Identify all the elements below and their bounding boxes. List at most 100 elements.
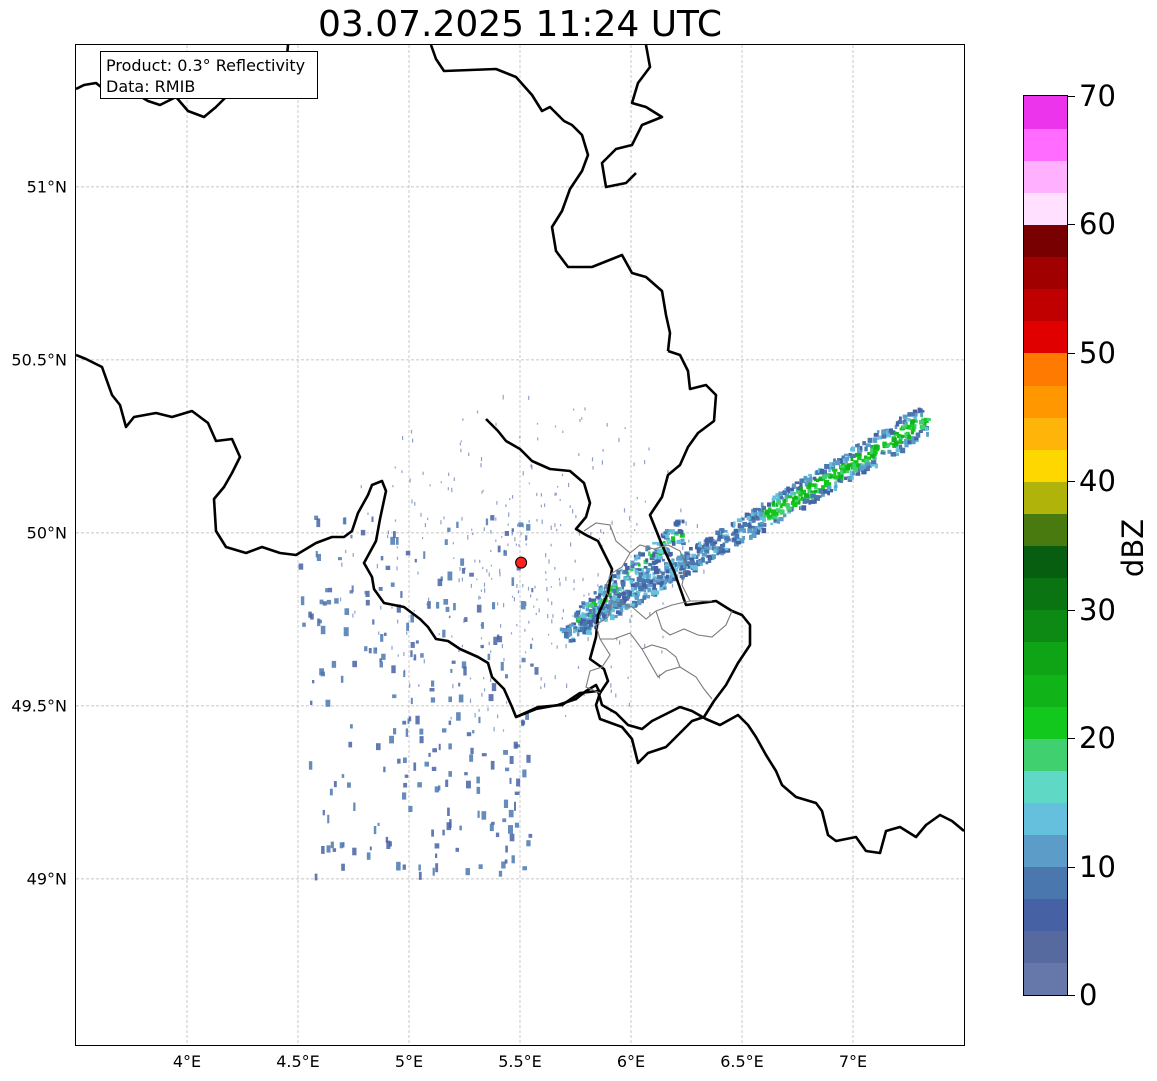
echo-speckle (353, 802, 356, 811)
echo-band (809, 475, 813, 480)
echo-band (762, 517, 766, 522)
echo-speckle (514, 801, 516, 811)
echo-band (659, 548, 664, 554)
echo-clutter (624, 427, 626, 430)
echo-band (707, 558, 712, 563)
echo-band (645, 558, 649, 563)
echo-clutter (540, 504, 542, 508)
colorbar-tick-label: 50 (1079, 335, 1116, 370)
echo-speckle (469, 572, 474, 577)
echo-clutter (665, 586, 667, 590)
echo-band (806, 478, 810, 483)
echo-band (576, 619, 581, 623)
radar-echoes (298, 394, 931, 881)
echo-band (635, 572, 638, 576)
lat-tick-label: 50°N (26, 523, 67, 543)
echo-clutter (590, 532, 592, 536)
echo-band (870, 462, 875, 467)
echo-clutter (648, 447, 650, 451)
echo-clutter (471, 528, 473, 531)
echo-speckle (369, 846, 372, 851)
echo-speckle (495, 832, 500, 838)
echo-band (582, 605, 585, 610)
echo-band (898, 444, 903, 450)
echo-band (652, 552, 656, 557)
echo-band (910, 421, 915, 427)
gridlines (76, 45, 964, 1045)
echo-speckle (300, 596, 305, 606)
echo-band (867, 452, 872, 455)
echo-band (873, 432, 879, 437)
echo-band (848, 453, 852, 456)
echo-band (922, 422, 927, 428)
echo-clutter (483, 677, 485, 680)
echo-band (792, 483, 797, 489)
echo-band (622, 601, 626, 605)
echo-clutter (556, 528, 558, 532)
echo-band (619, 568, 623, 572)
echo-band (861, 458, 865, 463)
echo-band (815, 470, 820, 475)
echo-band (910, 412, 915, 416)
echo-speckle (321, 846, 325, 854)
echo-band (621, 585, 625, 590)
echo-speckle (348, 741, 353, 748)
echo-speckle (521, 657, 526, 663)
echo-band (698, 560, 702, 565)
echo-band (808, 482, 811, 488)
colorbar-segment (1024, 384, 1067, 418)
echo-clutter (545, 578, 547, 581)
echo-band (704, 546, 710, 550)
province-border-4 (655, 610, 733, 638)
echo-band (657, 555, 662, 560)
echo-speckle (373, 647, 378, 654)
echo-band (775, 511, 779, 516)
echo-clutter (480, 457, 483, 462)
echo-band (868, 463, 872, 468)
echo-band (818, 476, 824, 481)
echo-band (828, 467, 831, 473)
echo-clutter (592, 466, 594, 470)
echo-band (602, 590, 607, 595)
echo-speckle (488, 694, 494, 702)
echo-band (775, 508, 781, 512)
echo-clutter (562, 430, 564, 433)
radar-site-marker[interactable] (515, 556, 528, 569)
map-panel[interactable] (75, 44, 965, 1046)
echo-clutter (476, 578, 478, 581)
echo-speckle (371, 516, 374, 522)
echo-clutter (583, 692, 585, 697)
echo-clutter (531, 637, 534, 641)
echo-speckle (526, 754, 531, 763)
echo-band (716, 538, 722, 542)
echo-clutter (510, 632, 513, 635)
echo-band (844, 468, 850, 474)
product-label: Product: 0.3° Reflectivity (106, 56, 306, 75)
echo-clutter (628, 702, 630, 707)
echo-band (686, 562, 690, 567)
echo-band (814, 490, 818, 493)
echo-speckle (525, 712, 529, 720)
echo-clutter (597, 573, 599, 577)
echo-clutter (481, 692, 483, 697)
echo-band (799, 486, 803, 492)
data-source-label: Data: RMIB (106, 77, 196, 96)
echo-speckle (403, 757, 407, 763)
echo-clutter (452, 542, 454, 545)
echo-clutter (500, 624, 502, 628)
echo-clutter (460, 440, 462, 443)
echo-band (652, 541, 657, 545)
echo-band (585, 602, 589, 608)
echo-clutter (528, 519, 530, 523)
echo-band (759, 516, 764, 521)
echo-band (608, 599, 614, 605)
echo-band (914, 437, 919, 441)
echo-speckle (376, 743, 381, 751)
echo-clutter (470, 583, 472, 588)
echo-clutter (378, 631, 380, 635)
colorbar-segment (1024, 96, 1067, 129)
echo-clutter (458, 578, 460, 583)
echo-band (664, 566, 669, 571)
echo-band (910, 436, 915, 441)
colorbar-tick-mark (1068, 609, 1075, 611)
